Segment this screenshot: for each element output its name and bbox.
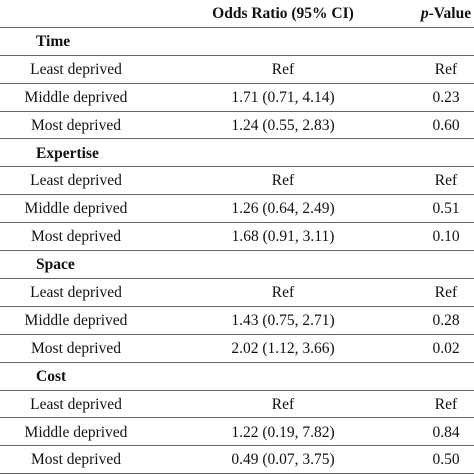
cell: Ref <box>434 395 458 413</box>
cell: 1.26 (0.64, 2.49) <box>231 200 335 218</box>
data-row: Most deprived 1.24 (0.55, 2.83) 0.60 <box>0 112 474 140</box>
cell: Middle deprived <box>24 311 128 329</box>
data-row: Least deprived Ref Ref <box>0 56 474 84</box>
cell: Middle deprived <box>24 88 128 106</box>
cell: 0.84 <box>432 423 460 441</box>
section-label: Cost <box>36 367 67 385</box>
header-cell: p-Value <box>408 0 474 27</box>
cell: Least deprived <box>30 284 122 301</box>
data-row: Least deprived Ref Ref <box>0 167 474 196</box>
cell: Middle deprived <box>24 200 128 218</box>
cell: Least deprived <box>30 172 122 190</box>
cell: 0.23 <box>432 88 460 106</box>
header-cell: Odds Ratio (95% CI) <box>212 5 354 22</box>
cell: 2.02 (1.12, 3.66) <box>231 339 335 357</box>
cell: Middle deprived <box>24 423 128 441</box>
cell: 0.10 <box>432 228 460 246</box>
cell: Ref <box>271 172 295 190</box>
cell: Ref <box>434 172 458 190</box>
cell: Ref <box>271 284 295 301</box>
cell: 1.68 (0.91, 3.11) <box>231 228 335 246</box>
section-label: Time <box>36 32 71 50</box>
data-row: Most deprived 2.02 (1.12, 3.66) 0.02 <box>0 335 474 363</box>
cell: 0.49 (0.07, 3.75) <box>231 451 335 469</box>
data-row: Middle deprived 1.71 (0.71, 4.14) 0.23 <box>0 84 474 112</box>
section-row: Expertise <box>0 140 474 168</box>
section-label: Expertise <box>36 144 99 162</box>
cell: Least deprived <box>30 60 122 78</box>
data-row: Middle deprived 1.22 (0.19, 7.82) 0.84 <box>0 419 474 447</box>
cell: Ref <box>434 284 458 301</box>
cell: 0.51 <box>432 200 460 218</box>
cell: 1.71 (0.71, 4.14) <box>231 88 335 106</box>
header-row: Odds Ratio (95% CI) p-Value <box>0 0 474 28</box>
cell: 0.50 <box>432 451 460 469</box>
cell: Most deprived <box>31 116 121 134</box>
cell: 1.22 (0.19, 7.82) <box>231 423 335 441</box>
data-row: Most deprived 0.49 (0.07, 3.75) 0.50 <box>0 446 474 474</box>
section-row: Time <box>0 28 474 56</box>
cell: 1.43 (0.75, 2.71) <box>231 311 335 329</box>
section-label: Space <box>36 256 75 274</box>
data-row: Middle deprived 1.26 (0.64, 2.49) 0.51 <box>0 195 474 224</box>
cell: Ref <box>271 395 295 413</box>
data-row: Least deprived Ref Ref <box>0 391 474 419</box>
cell: 1.24 (0.55, 2.83) <box>231 116 335 134</box>
section-row: Cost <box>0 363 474 391</box>
data-row: Most deprived 1.68 (0.91, 3.11) 0.10 <box>0 223 474 252</box>
cell: Most deprived <box>31 339 121 357</box>
cell: 0.28 <box>432 311 460 329</box>
cell: Most deprived <box>31 451 121 469</box>
cell: 0.02 <box>432 339 460 357</box>
cell: Least deprived <box>30 395 122 413</box>
data-row: Least deprived Ref Ref <box>0 279 474 307</box>
data-row: Middle deprived 1.43 (0.75, 2.71) 0.28 <box>0 307 474 335</box>
section-row: Space <box>0 251 474 279</box>
cell: Most deprived <box>31 228 121 246</box>
header-text: -Value <box>428 5 472 22</box>
cell: Ref <box>434 60 458 78</box>
cell: 0.60 <box>432 116 460 134</box>
cell: Ref <box>271 60 295 78</box>
header-text: p <box>420 5 429 22</box>
